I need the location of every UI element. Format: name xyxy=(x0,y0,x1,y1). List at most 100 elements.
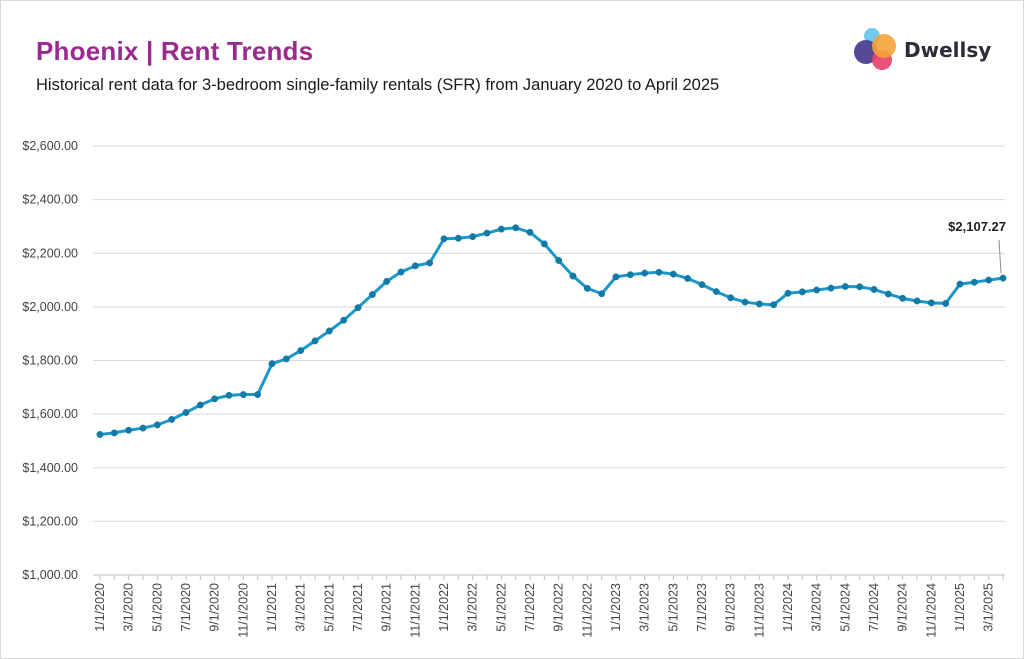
data-point xyxy=(526,228,534,236)
x-tick-label: 1/1/2020 xyxy=(93,583,107,632)
data-point xyxy=(125,426,133,434)
x-tick-label: 3/1/2024 xyxy=(810,583,824,632)
data-point xyxy=(870,285,878,293)
data-point xyxy=(612,273,620,281)
data-point xyxy=(884,290,892,298)
x-tick-label: 11/1/2023 xyxy=(752,583,766,638)
x-tick-label: 9/1/2021 xyxy=(380,583,394,632)
data-point xyxy=(770,301,778,309)
x-tick-label: 11/1/2022 xyxy=(580,583,594,638)
x-tick-label: 11/1/2024 xyxy=(924,583,938,638)
x-tick-label: 11/1/2021 xyxy=(408,583,422,638)
data-point xyxy=(182,409,190,416)
data-point xyxy=(569,272,577,280)
data-point xyxy=(956,280,964,288)
data-point xyxy=(669,270,677,278)
data-point xyxy=(297,347,305,355)
data-point xyxy=(239,391,247,399)
data-point xyxy=(626,271,634,279)
data-point xyxy=(497,225,505,233)
y-tick-label: $2,000.00 xyxy=(22,300,78,314)
data-point xyxy=(440,235,448,243)
x-tick-label: 5/1/2024 xyxy=(838,583,852,632)
data-point xyxy=(813,286,821,294)
data-point xyxy=(168,416,176,423)
data-point xyxy=(469,233,477,241)
data-point xyxy=(411,262,419,270)
data-point xyxy=(397,268,405,276)
x-tick-label: 3/1/2022 xyxy=(466,583,480,632)
data-point xyxy=(684,275,692,282)
data-point xyxy=(755,300,763,308)
x-tick-label: 9/1/2020 xyxy=(208,583,222,632)
data-point xyxy=(927,299,935,307)
data-point xyxy=(942,299,950,307)
data-point xyxy=(985,276,993,284)
x-tick-label: 7/1/2023 xyxy=(695,583,709,632)
x-tick-label: 9/1/2022 xyxy=(552,583,566,632)
x-tick-label: 9/1/2024 xyxy=(896,583,910,632)
data-point xyxy=(483,229,491,237)
data-point xyxy=(899,294,907,302)
data-point xyxy=(784,289,792,297)
data-point xyxy=(225,391,233,399)
data-point xyxy=(254,391,262,399)
data-point xyxy=(913,297,921,305)
data-point xyxy=(712,288,720,296)
data-point xyxy=(268,360,276,368)
data-label: $2,107.27 xyxy=(948,219,1006,234)
dwellsy-logo-icon xyxy=(854,28,896,70)
data-point xyxy=(110,429,118,437)
data-point xyxy=(999,274,1007,282)
x-tick-label: 1/1/2023 xyxy=(609,583,623,632)
data-point xyxy=(211,395,219,403)
x-tick-label: 7/1/2020 xyxy=(179,583,193,632)
data-point xyxy=(196,401,204,409)
y-tick-label: $1,000.00 xyxy=(22,568,78,582)
series-line xyxy=(98,226,1005,436)
x-tick-label: 3/1/2023 xyxy=(638,583,652,632)
x-tick-label: 5/1/2022 xyxy=(494,583,508,632)
data-point xyxy=(96,431,104,438)
data-point xyxy=(841,283,849,290)
data-point xyxy=(798,288,806,296)
x-tick-label: 7/1/2024 xyxy=(867,583,881,632)
data-point xyxy=(368,291,376,298)
brand-name: Dwellsy xyxy=(904,38,992,62)
chart-subtitle: Historical rent data for 3-bedroom singl… xyxy=(36,76,720,94)
data-point xyxy=(512,224,520,232)
data-point xyxy=(555,257,563,264)
y-tick-label: $1,400.00 xyxy=(22,461,78,475)
x-tick-label: 5/1/2021 xyxy=(322,583,336,632)
data-point xyxy=(153,421,161,429)
x-tick-label: 9/1/2023 xyxy=(724,583,738,632)
y-tick-label: $1,200.00 xyxy=(22,514,78,528)
x-tick-label: 5/1/2023 xyxy=(666,583,680,632)
x-tick-label: 7/1/2022 xyxy=(523,583,537,632)
x-tick-label: 11/1/2020 xyxy=(236,583,250,638)
data-point xyxy=(970,278,978,286)
data-point xyxy=(383,277,391,285)
data-point xyxy=(727,294,735,302)
x-tick-label: 5/1/2020 xyxy=(150,583,164,632)
data-point xyxy=(325,327,333,335)
x-tick-label: 1/1/2022 xyxy=(437,583,451,632)
x-tick-label: 1/1/2025 xyxy=(953,583,967,632)
y-tick-label: $1,800.00 xyxy=(22,354,78,368)
x-tick-label: 3/1/2020 xyxy=(122,583,136,632)
data-point xyxy=(282,355,290,363)
brand-logo: Dwellsy xyxy=(852,28,1002,74)
x-tick-label: 1/1/2024 xyxy=(781,583,795,632)
x-tick-label: 3/1/2025 xyxy=(982,583,996,632)
y-tick-label: $1,600.00 xyxy=(22,407,78,421)
data-point xyxy=(856,283,864,291)
data-point xyxy=(540,240,548,248)
data-point xyxy=(698,281,706,289)
data-point xyxy=(311,337,319,345)
y-tick-label: $2,200.00 xyxy=(22,246,78,260)
data-point xyxy=(641,269,649,277)
data-point xyxy=(598,290,606,298)
data-point xyxy=(827,284,835,292)
